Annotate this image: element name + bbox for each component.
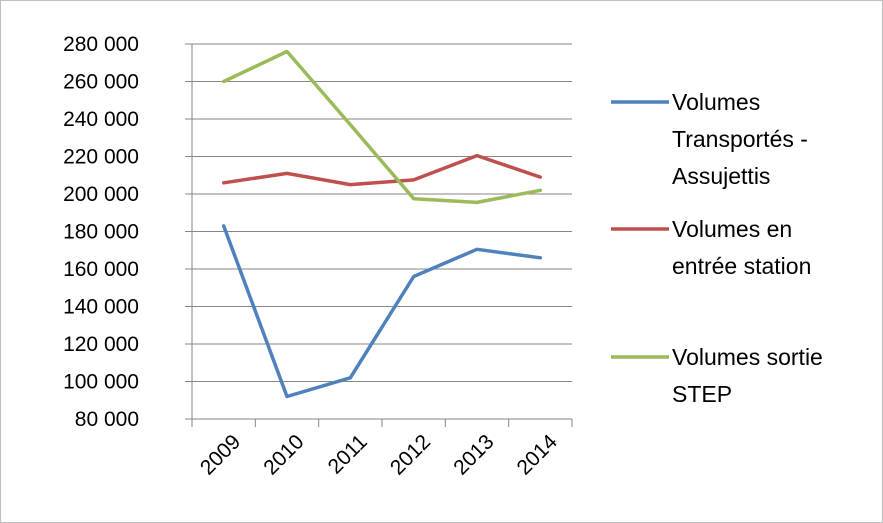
y-tick-label: 140 000	[63, 296, 139, 319]
y-tick-label: 100 000	[63, 371, 139, 394]
x-tick-label: 2014	[513, 430, 563, 480]
series-line	[221, 224, 543, 399]
x-tick-label: 2009	[196, 430, 245, 479]
x-tick-label: 2012	[386, 430, 435, 479]
y-tick-label: 220 000	[63, 146, 139, 169]
y-tick-label: 240 000	[63, 108, 139, 131]
series-line	[221, 153, 543, 187]
y-tick-label: 160 000	[63, 258, 139, 281]
legend-label: STEP	[672, 381, 732, 407]
y-tick-label: 200 000	[63, 183, 139, 206]
legend-label: Volumes en	[672, 216, 792, 242]
y-tick-label: 280 000	[63, 33, 139, 56]
legend-label: Assujettis	[672, 163, 770, 189]
x-tick-label: 2011	[324, 430, 372, 478]
y-tick-label: 80 000	[75, 408, 139, 431]
legend-label: Volumes sortie	[672, 344, 823, 370]
legend-label: Transportés -	[672, 126, 808, 152]
y-tick-labels: 80 000 100 000 120 000 140 000 160 000 180 00…	[63, 33, 139, 431]
legend-label: entrée station	[672, 253, 811, 279]
legend: Volumes Transportés - Assujettis Volumes en…	[611, 89, 823, 407]
legend-label: Volumes	[672, 89, 760, 115]
x-tick-label: 2013	[449, 430, 498, 479]
y-tick-label: 180 000	[63, 221, 139, 244]
x-tick-label: 2010	[259, 430, 308, 479]
y-tick-label: 120 000	[63, 333, 139, 356]
x-tick-labels: 2009 2010 2011 2012 2013 2014	[196, 430, 562, 480]
y-tick-label: 260 000	[63, 71, 139, 94]
axes	[185, 43, 573, 427]
series-lines	[221, 49, 543, 399]
series-line	[221, 49, 543, 205]
gridlines	[192, 43, 572, 382]
